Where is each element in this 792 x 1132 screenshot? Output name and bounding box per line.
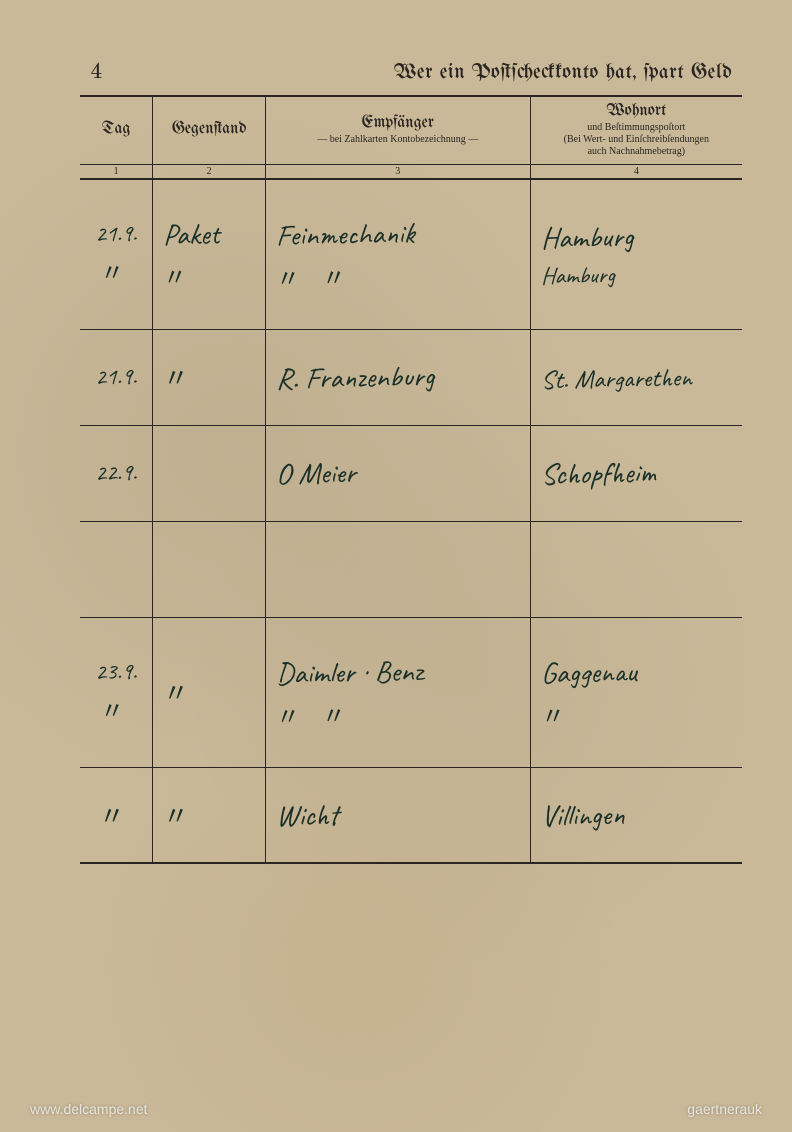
cell-empfaenger: Feinmechanik 〃 〃 (265, 179, 530, 329)
col-header-empfaenger: Empfänger — bei Zahlkarten Kontobezeichn… (265, 96, 530, 165)
cell-wohnort: Gaggenau 〃 (530, 617, 742, 767)
cell-empfaenger: R. Franzenburg (265, 329, 530, 425)
cell-tag: 23.9. 〃 (80, 617, 153, 767)
watermark-footer: www.delcampe.net gaertnerauk (0, 1101, 792, 1117)
cell-tag: 22.9. (80, 425, 153, 521)
table-row: 23.9. 〃 〃 Daimler · Benz 〃 〃 Gaggenau 〃 (80, 617, 742, 767)
col-num-1: 1 (80, 165, 153, 180)
cell-gegenstand: Paket 〃 (153, 179, 266, 329)
cell-wohnort: Hamburg Hamburg (530, 179, 742, 329)
cell-tag: 〃 (80, 767, 153, 863)
table-body: 21.9. 〃 Paket 〃 Feinmechanik 〃 〃 Hamburg… (80, 179, 742, 863)
document-page: 4 Wer ein Poſtſcheckkonto hat, ſpart Gel… (0, 0, 792, 1132)
cell-gegenstand (153, 425, 266, 521)
cell-gegenstand (153, 521, 266, 617)
header-row: Tag Gegenſtand Empfänger — bei Zahlkarte… (80, 96, 742, 165)
cell-empfaenger: Wicht (265, 767, 530, 863)
cell-tag: 21.9. 〃 (80, 179, 153, 329)
cell-tag: 21.9. (80, 329, 153, 425)
cell-wohnort: Schopfheim (530, 425, 742, 521)
table-row: 22.9. O Meier Schopfheim (80, 425, 742, 521)
header-slogan: Wer ein Poſtſcheckkonto hat, ſpart Geld (394, 63, 732, 84)
table-row (80, 521, 742, 617)
table-row: 21.9. 〃 R. Franzenburg St. Margarethen (80, 329, 742, 425)
col-num-3: 3 (265, 165, 530, 180)
watermark-right: gaertnerauk (687, 1101, 762, 1117)
cell-gegenstand: 〃 (153, 329, 266, 425)
cell-wohnort: St. Margarethen (530, 329, 742, 425)
cell-empfaenger: O Meier (265, 425, 530, 521)
page-number: 4 (90, 60, 103, 87)
cell-empfaenger (265, 521, 530, 617)
col-header-tag: Tag (80, 96, 153, 165)
table-row: 21.9. 〃 Paket 〃 Feinmechanik 〃 〃 Hamburg… (80, 179, 742, 329)
cell-tag (80, 521, 153, 617)
cell-empfaenger: Daimler · Benz 〃 〃 (265, 617, 530, 767)
watermark-left: www.delcampe.net (30, 1101, 148, 1117)
page-header: 4 Wer ein Poſtſcheckkonto hat, ſpart Gel… (80, 60, 742, 87)
col-header-gegenstand: Gegenſtand (153, 96, 266, 165)
col-header-wohnort: Wohnort und Beſtimmungspoſtort (Bei Wert… (530, 96, 742, 165)
cell-wohnort (530, 521, 742, 617)
col-num-2: 2 (153, 165, 266, 180)
cell-wohnort: Villingen (530, 767, 742, 863)
cell-gegenstand: 〃 (153, 767, 266, 863)
column-number-row: 1 2 3 4 (80, 165, 742, 180)
cell-gegenstand: 〃 (153, 617, 266, 767)
ledger-table: Tag Gegenſtand Empfänger — bei Zahlkarte… (80, 95, 742, 864)
table-row: 〃 〃 Wicht Villingen (80, 767, 742, 863)
col-num-4: 4 (530, 165, 742, 180)
